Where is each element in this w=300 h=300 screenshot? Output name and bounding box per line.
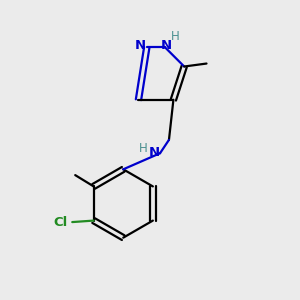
Text: N: N	[161, 38, 172, 52]
Text: Cl: Cl	[54, 216, 68, 229]
Text: H: H	[171, 30, 180, 43]
Text: H: H	[139, 142, 148, 155]
Text: N: N	[135, 39, 146, 52]
Text: N: N	[149, 146, 160, 159]
